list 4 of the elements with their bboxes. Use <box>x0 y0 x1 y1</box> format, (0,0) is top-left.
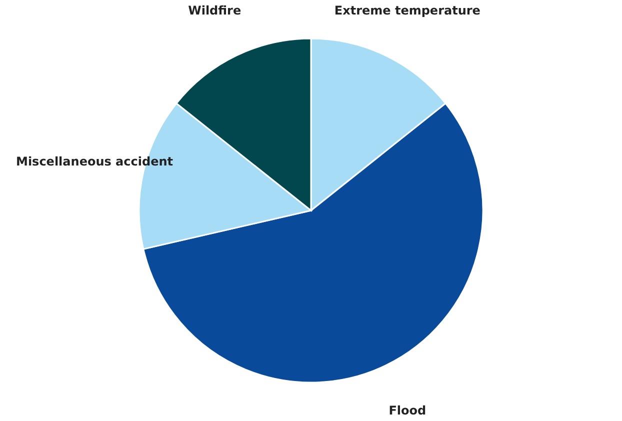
slice-label: Wildfire <box>188 4 242 18</box>
slice-label: Extreme temperature <box>334 4 480 18</box>
slice-label: Miscellaneous accident <box>16 154 174 168</box>
slice-label: Flood <box>388 403 426 418</box>
